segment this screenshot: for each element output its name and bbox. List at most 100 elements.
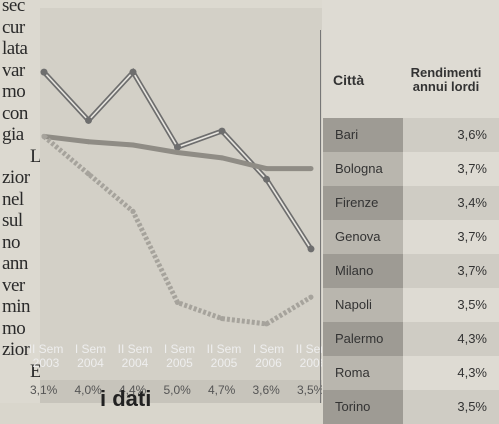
table-row: Bari 3,6% <box>323 118 499 152</box>
data-point <box>219 316 225 322</box>
chart-panel <box>40 8 322 403</box>
data-point <box>263 175 270 183</box>
x-tick-label: I Sem 2005 <box>159 342 201 370</box>
table-row: Genova 3,7% <box>323 220 499 254</box>
data-point <box>264 321 269 327</box>
x-axis-labels: II Sem 2003 I Sem 2004 II Sem 2004 I Sem 2005 II… <box>29 342 331 382</box>
bottom-value: 4,7% <box>208 383 236 397</box>
article-fragment: gia <box>2 124 24 145</box>
article-fragment: con <box>2 102 28 124</box>
return-value: 3,7% <box>457 161 487 176</box>
city-name: Torino <box>335 399 371 414</box>
bottom-value: 3,6% <box>252 383 280 397</box>
data-point <box>129 68 137 76</box>
table-row: Bologna 3,7% <box>323 152 499 186</box>
city-name: Bari <box>335 127 359 142</box>
x-tick-label: II Sem 2004 <box>114 342 156 370</box>
table-row: Roma 4,3% <box>323 356 499 390</box>
header-returns-line1: Rendimenti <box>410 65 482 80</box>
bottom-value: 3,5% <box>297 383 325 397</box>
x-tick-year: 2005 <box>166 356 193 370</box>
header-returns-line2: annui lordi <box>412 79 480 94</box>
table-row: Napoli 3,5% <box>323 288 499 322</box>
return-value: 3,7% <box>457 229 487 244</box>
data-point <box>41 133 47 139</box>
data-point <box>174 143 181 151</box>
data-point <box>175 300 180 305</box>
return-value: 3,6% <box>457 127 487 142</box>
table-row: Milano 3,7% <box>323 254 499 288</box>
return-value: 4,3% <box>457 331 487 346</box>
data-point <box>219 155 225 161</box>
city-cell: Roma <box>323 356 403 390</box>
line-chart <box>40 67 315 327</box>
article-fragment: zior <box>2 339 30 360</box>
article-fragment: mo <box>2 81 26 102</box>
table-row: Torino 3,5% <box>323 390 499 424</box>
table-row: Palermo 4,3% <box>323 322 499 356</box>
city-cell: Firenze <box>323 186 403 220</box>
article-fragment: zior <box>2 167 30 188</box>
return-value: 4,3% <box>457 365 487 380</box>
data-point <box>130 208 136 214</box>
x-tick-year: 2003 <box>32 356 60 370</box>
x-tick-period: II Sem <box>295 342 331 356</box>
article-fragment: sul <box>2 210 23 231</box>
return-value: 3,5% <box>457 297 487 312</box>
city-name: Palermo <box>335 331 384 346</box>
table-row: Firenze 3,4% <box>323 186 499 220</box>
article-fragment: L <box>30 145 42 167</box>
city-name: Roma <box>335 365 370 380</box>
x-tick-year: 2004 <box>121 356 149 370</box>
bottom-title: i dati <box>100 386 152 411</box>
city-cell: Milano <box>323 254 403 288</box>
return-value: 3,7% <box>457 263 487 278</box>
article-fragment: lata <box>2 38 28 59</box>
data-point <box>218 127 226 135</box>
city-cell: Napoli <box>323 288 403 322</box>
x-tick-period: II Sem <box>206 342 242 356</box>
bottom-value: 4,0% <box>74 383 102 397</box>
data-point <box>85 116 92 124</box>
city-cell: Bari <box>323 118 403 152</box>
return-value: 3,5% <box>457 399 487 414</box>
series-line-inner <box>43 70 312 250</box>
city-name: Firenze <box>335 195 379 210</box>
data-point <box>130 142 136 148</box>
column-separator <box>320 30 321 403</box>
x-tick-period: I Sem <box>74 342 107 356</box>
x-tick-year: 2006 <box>299 356 327 370</box>
bottom-value: 5,0% <box>163 383 191 397</box>
data-point <box>175 150 180 155</box>
bottom-value: 3,1% <box>30 383 58 397</box>
x-tick-year: 2005 <box>210 356 238 370</box>
data-point <box>40 68 48 76</box>
article-fragment: var <box>2 59 25 81</box>
city-cell: Palermo <box>323 322 403 356</box>
return-value: 3,4% <box>457 195 487 210</box>
x-tick-period: I Sem <box>163 342 196 356</box>
x-tick-label: I Sem 2006 <box>248 342 290 370</box>
city-name: Genova <box>335 229 381 244</box>
header-returns: Rendimenti annui lordi <box>401 66 491 94</box>
article-fragment: sec <box>2 0 25 16</box>
x-tick-label: I Sem 2004 <box>70 342 112 370</box>
returns-table: Città Rendimenti annui lordi Bari 3,6% Bol… <box>323 60 499 424</box>
city-name: Milano <box>335 263 374 278</box>
article-fragment: mo <box>2 317 26 339</box>
x-tick-period: II Sem <box>28 342 64 356</box>
x-tick-label: II Sem 2003 <box>25 342 67 370</box>
article-fragment: ann <box>2 253 28 274</box>
city-name: Napoli <box>335 297 372 312</box>
data-point <box>86 139 91 145</box>
x-tick-period: I Sem <box>252 342 285 356</box>
article-fragment: cur <box>2 16 25 38</box>
bottom-values-band <box>40 380 322 403</box>
bottom-value: 4,4% <box>119 383 147 397</box>
city-cell: Genova <box>323 220 403 254</box>
data-point <box>308 166 314 172</box>
city-cell: Torino <box>323 390 403 424</box>
header-city: Città <box>333 72 365 88</box>
article-fragment: ver <box>2 274 25 296</box>
